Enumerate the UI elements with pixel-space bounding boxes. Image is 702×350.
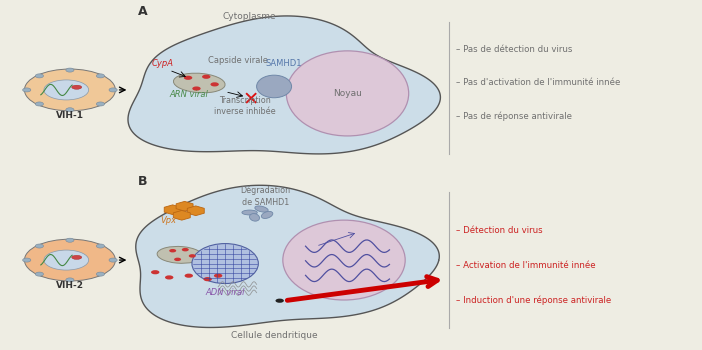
Circle shape (185, 274, 193, 278)
Text: Dégradation
de SAMHD1: Dégradation de SAMHD1 (241, 186, 291, 206)
Circle shape (182, 248, 189, 251)
Circle shape (22, 258, 31, 262)
Ellipse shape (173, 73, 225, 93)
Ellipse shape (261, 211, 273, 218)
Circle shape (214, 274, 223, 278)
Ellipse shape (286, 51, 409, 136)
Text: – Pas de réponse antivirale: – Pas de réponse antivirale (456, 111, 572, 121)
Text: B: B (138, 175, 147, 188)
Circle shape (165, 275, 173, 280)
Circle shape (35, 74, 44, 78)
Text: – Pas d'activation de l'immunité innée: – Pas d'activation de l'immunité innée (456, 78, 621, 88)
Circle shape (66, 108, 74, 112)
Polygon shape (128, 16, 440, 154)
Text: – Activation de l'immunité innée: – Activation de l'immunité innée (456, 261, 595, 270)
Ellipse shape (157, 246, 202, 263)
Text: A: A (138, 5, 147, 18)
Text: SAMHD1: SAMHD1 (265, 58, 302, 68)
Text: Capside virale: Capside virale (208, 56, 267, 65)
Circle shape (96, 102, 105, 106)
Text: ADN viral: ADN viral (206, 288, 245, 297)
Text: Noyau: Noyau (333, 89, 362, 98)
Ellipse shape (283, 220, 405, 300)
Ellipse shape (72, 256, 81, 259)
Circle shape (66, 68, 74, 72)
Text: Transcription
inverse inhibée: Transcription inverse inhibée (214, 96, 275, 116)
Circle shape (96, 244, 105, 248)
Circle shape (151, 270, 159, 274)
Text: VIH-1: VIH-1 (56, 111, 84, 120)
Ellipse shape (25, 239, 115, 281)
Circle shape (275, 299, 284, 303)
Circle shape (109, 88, 117, 92)
Ellipse shape (72, 85, 81, 89)
Ellipse shape (242, 210, 258, 215)
Text: VIH-2: VIH-2 (56, 281, 84, 290)
Circle shape (96, 272, 105, 276)
Ellipse shape (44, 80, 88, 100)
Text: – Détection du virus: – Détection du virus (456, 226, 543, 235)
Ellipse shape (44, 250, 88, 270)
Circle shape (35, 102, 44, 106)
Circle shape (35, 272, 44, 276)
Circle shape (96, 74, 105, 78)
Text: ARN viral: ARN viral (169, 90, 208, 99)
Circle shape (184, 76, 192, 80)
Text: Cytoplasme: Cytoplasme (223, 12, 277, 21)
Circle shape (174, 258, 181, 261)
Circle shape (66, 238, 74, 242)
Text: Vpx: Vpx (161, 216, 177, 225)
Text: – Induction d'une réponse antivirale: – Induction d'une réponse antivirale (456, 295, 611, 305)
Ellipse shape (249, 214, 260, 221)
Circle shape (22, 88, 31, 92)
Circle shape (204, 277, 212, 281)
Text: Cellule dendritique: Cellule dendritique (231, 331, 317, 340)
Ellipse shape (255, 206, 268, 212)
Circle shape (192, 86, 201, 91)
Ellipse shape (192, 244, 258, 284)
Polygon shape (135, 185, 439, 328)
Ellipse shape (257, 75, 291, 98)
Circle shape (35, 244, 44, 248)
Circle shape (169, 249, 176, 252)
Circle shape (189, 254, 196, 258)
Circle shape (202, 75, 211, 79)
Circle shape (109, 258, 117, 262)
Ellipse shape (25, 69, 115, 111)
Circle shape (211, 82, 219, 86)
Text: CypA: CypA (152, 58, 173, 68)
Text: – Pas de détection du virus: – Pas de détection du virus (456, 46, 572, 55)
Circle shape (66, 278, 74, 282)
Text: ✕: ✕ (242, 91, 258, 110)
